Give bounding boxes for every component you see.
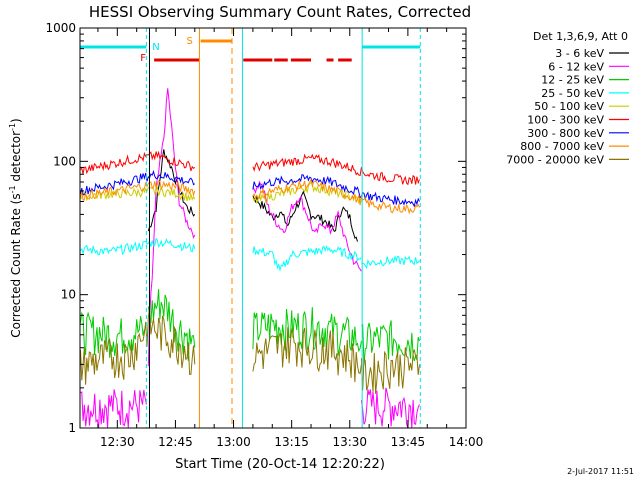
x-tick-label: 12:30 bbox=[100, 435, 135, 449]
y-tick-label: 10 bbox=[61, 288, 76, 302]
legend-title: Det 1,3,6,9, Att 0 bbox=[533, 30, 628, 43]
series-line bbox=[252, 178, 420, 215]
series-line bbox=[360, 347, 420, 394]
series-line bbox=[80, 180, 196, 201]
y-tick-label: 1 bbox=[68, 421, 76, 435]
series-line bbox=[361, 255, 420, 270]
series-line bbox=[252, 153, 420, 186]
legend-entry-label: 7000 - 20000 keV bbox=[506, 153, 604, 166]
legend-entry-label: 800 - 7000 keV bbox=[520, 140, 604, 153]
series-line bbox=[361, 320, 420, 366]
legend-entry-label: 50 - 100 keV bbox=[534, 100, 604, 113]
x-tick-label: 14:00 bbox=[449, 435, 484, 449]
time-markers bbox=[145, 28, 421, 428]
series-line bbox=[80, 307, 196, 385]
series-line bbox=[80, 237, 196, 256]
legend-entry-label: 3 - 6 keV bbox=[555, 47, 604, 60]
series-line bbox=[80, 389, 147, 429]
chart-title: HESSI Observing Summary Count Rates, Cor… bbox=[89, 3, 471, 21]
x-tick-label: 12:45 bbox=[158, 435, 193, 449]
series-line bbox=[80, 150, 196, 175]
flag-label: N bbox=[152, 42, 159, 53]
x-tick-label: 13:30 bbox=[332, 435, 367, 449]
legend-entry-label: 6 - 12 keV bbox=[548, 60, 604, 73]
y-tick-label: 100 bbox=[53, 154, 76, 168]
observing-flags: NF S bbox=[80, 36, 421, 64]
series-line bbox=[252, 245, 362, 272]
x-tick-label: 13:45 bbox=[391, 435, 426, 449]
plot-frame bbox=[79, 27, 467, 429]
series-line bbox=[147, 88, 196, 367]
series-line bbox=[80, 169, 196, 196]
legend-entry-label: 100 - 300 keV bbox=[527, 114, 604, 127]
y-axis: 1 10 100 1000 bbox=[45, 21, 466, 435]
series-line bbox=[147, 149, 196, 232]
series-line bbox=[252, 327, 362, 383]
x-axis-label: Start Time (20-Oct-14 12:20:22) bbox=[175, 457, 385, 472]
x-tick-label: 13:15 bbox=[274, 435, 309, 449]
legend-entry-label: 12 - 25 keV bbox=[541, 74, 604, 87]
y-axis-label: Corrected Count Rate (s-1 detector-1) bbox=[8, 118, 23, 337]
series-lines bbox=[80, 88, 420, 429]
series-line bbox=[80, 311, 145, 358]
series-line bbox=[147, 289, 196, 361]
legend-entry-label: 300 - 800 keV bbox=[527, 127, 604, 140]
series-line bbox=[252, 190, 358, 242]
series-line bbox=[252, 174, 420, 208]
series-line bbox=[252, 180, 362, 272]
flag-label: S bbox=[186, 36, 192, 47]
y-tick-label: 1000 bbox=[45, 21, 76, 35]
date-stamp: 2-Jul-2017 11:51 bbox=[567, 467, 634, 476]
legend-entry-label: 25 - 50 keV bbox=[541, 87, 604, 100]
series-line bbox=[252, 307, 362, 356]
x-axis: 12:30 12:45 13:00 13:15 13:30 13:45 14:00 bbox=[97, 28, 484, 449]
series-line bbox=[360, 387, 420, 429]
series-line bbox=[252, 181, 362, 205]
flag-label: F bbox=[140, 53, 146, 64]
x-tick-label: 13:00 bbox=[216, 435, 251, 449]
